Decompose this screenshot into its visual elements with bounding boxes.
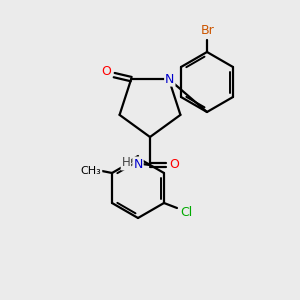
Text: N: N: [133, 158, 143, 170]
Text: Br: Br: [201, 23, 215, 37]
Text: O: O: [169, 158, 179, 172]
Text: CH₃: CH₃: [81, 166, 101, 176]
Text: Cl: Cl: [180, 206, 192, 220]
Text: N: N: [165, 73, 175, 85]
Text: H: H: [122, 157, 130, 169]
Text: O: O: [101, 64, 111, 78]
